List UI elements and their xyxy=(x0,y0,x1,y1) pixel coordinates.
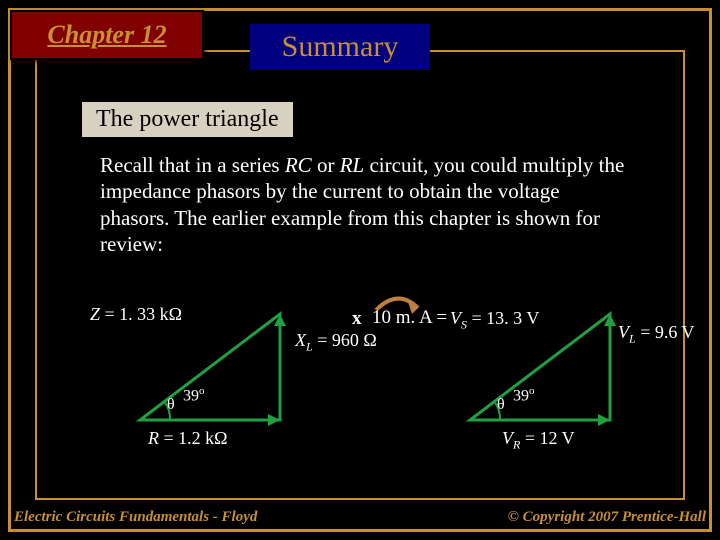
body-pre: Recall that in a series xyxy=(100,153,285,177)
theta-right: θ xyxy=(497,396,505,414)
body-rl: RL xyxy=(340,153,365,177)
multiply-val: 10 m. A = xyxy=(372,308,447,329)
diagram-area: Z = 1. 33 kΩ XL = 960 Ω R = 1.2 kΩ 39o θ… xyxy=(70,290,650,470)
xl-label: XL = 960 Ω xyxy=(295,330,377,354)
heading-text: Summary xyxy=(282,30,399,64)
z-label: Z = 1. 33 kΩ xyxy=(90,304,182,325)
r-label: R = 1.2 kΩ xyxy=(148,428,228,449)
footer-left: Electric Circuits Fundamentals - Floyd xyxy=(14,509,257,526)
subtitle-box: The power triangle xyxy=(80,100,295,139)
subtitle-text: The power triangle xyxy=(96,106,279,132)
vs-label: VS = 13. 3 V xyxy=(450,308,539,333)
angle-left-label: 39o xyxy=(183,385,205,405)
body-mid1: or xyxy=(312,153,340,177)
footer-right: © Copyright 2007 Prentice-Hall xyxy=(508,509,706,526)
heading-box: Summary xyxy=(250,24,430,70)
body-paragraph: Recall that in a series RC or RL circuit… xyxy=(100,152,630,257)
chapter-badge: Chapter 12 xyxy=(10,10,204,60)
vr-label: VR = 12 V xyxy=(502,428,575,453)
angle-right-label: 39o xyxy=(513,385,535,405)
theta-left: θ xyxy=(167,396,175,414)
body-rc: RC xyxy=(285,153,312,177)
vl-label: VL = 9.6 V xyxy=(618,322,695,346)
multiply-x: x xyxy=(352,308,362,330)
chapter-text: Chapter 12 xyxy=(47,20,166,50)
